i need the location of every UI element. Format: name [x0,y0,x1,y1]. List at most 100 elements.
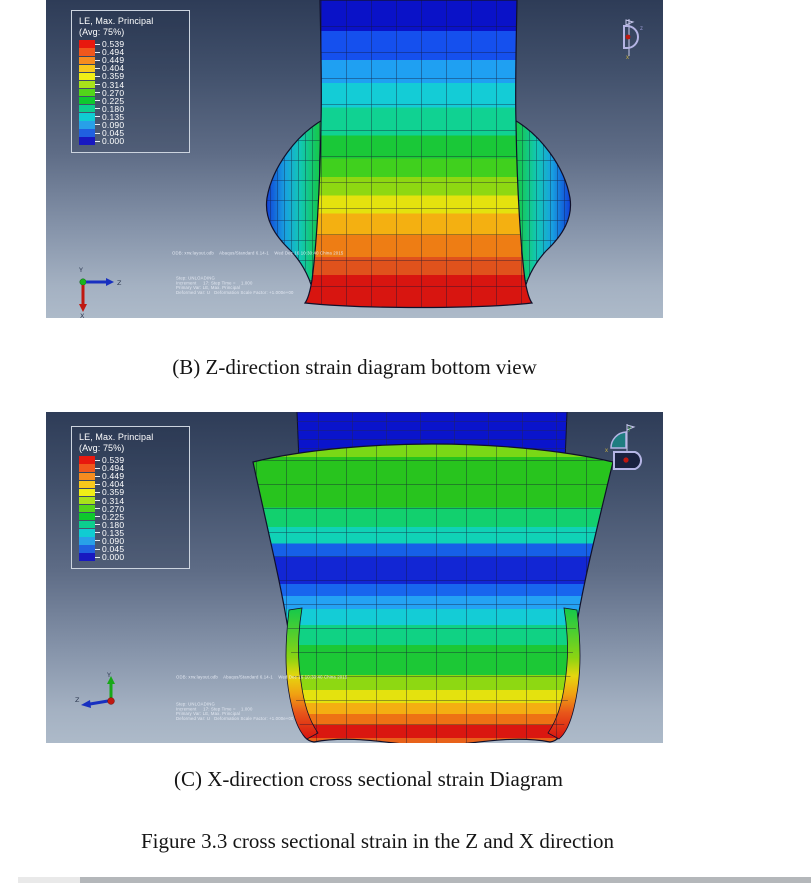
legend-color-swatch [79,464,95,472]
legend-value: 0.225 [102,95,125,106]
legend-value: 0.494 [102,47,125,58]
legend-title: LE, Max. Principal [79,432,154,442]
svg-text:x: x [605,448,608,454]
legend-value: 0.270 [102,503,125,514]
legend-color-swatch [79,64,95,73]
legend-color-swatch [79,472,95,480]
legend-value: 0.494 [102,463,125,474]
legend-value: 0.270 [102,87,125,98]
legend-value: 0.314 [102,495,125,506]
legend-color-swatch [79,137,95,145]
abaqus-viewport-figure-b: LE, Max. Principal (Avg: 75%) 0.539 0.494… [46,0,663,318]
legend-value: 0.225 [102,511,125,522]
legend-value: 0.090 [102,535,125,546]
legend-color-swatch [79,88,95,97]
legend-tick [95,524,100,526]
legend-title: LE, Max. Principal [79,16,154,26]
legend-tick [95,100,100,102]
legend-entry: 0.180 [79,521,183,529]
legend-color-swatch [79,537,95,545]
viewport-state-line: Increment 17: Step Time = 1.000 [176,280,253,287]
legend-value: 0.539 [102,39,125,50]
legend-tick [95,459,100,461]
legend-tick [95,467,100,469]
legend-color-swatch [79,488,95,497]
mesh-overlay-left-wing [266,118,328,298]
figure-b-caption: (B) Z-direction strain diagram bottom vi… [172,355,537,379]
triad-z-label: Z [75,696,80,704]
legend-tick [95,548,100,550]
axis-triad-icon: Y Z X [78,266,122,318]
legend-entry: 0.000 [79,137,183,145]
viewport-state-line: Increment 17: Step Time = 1.000 [176,706,253,713]
legend-color-swatch [79,113,95,121]
legend-subtitle: (Avg: 75%) [79,26,125,37]
legend-entry: 0.404 [79,63,183,74]
legend-scale: 0.539 0.494 0.449 0.404 0.359 0.314 0.270 0.225… [79,40,183,145]
viewport-state-line: Primary Var: LE, Max. Principal [176,711,241,717]
svg-text:x: x [626,55,629,60]
legend-entry: 0.270 [79,503,183,514]
legend-tick [95,108,100,110]
legend-entry: 0.270 [79,87,183,98]
legend-value: 0.000 [102,552,125,563]
legend-entry: 0.539 [79,456,183,464]
mesh-overlay-right-wing [509,118,571,298]
legend-entry: 0.225 [79,95,183,106]
legend-color-swatch [79,80,95,89]
triad-y-label: Y [78,266,83,274]
legend-entry: 0.225 [79,511,183,522]
legend-color-swatch [79,513,95,521]
legend-color-swatch [79,496,95,505]
legend-subtitle: (Avg: 75%) [79,442,125,453]
odb-info-line: ODB: xrw.layout.odb Abaqus/Standard 6.14… [176,675,348,681]
legend-value: 0.404 [102,479,125,490]
legend-entry: 0.359 [79,72,183,81]
legend-entry: 0.404 [79,479,183,490]
legend-tick [95,516,100,518]
legend-entry: 0.449 [79,472,183,480]
legend-value: 0.135 [102,527,125,538]
legend-tick [95,43,100,45]
legend-entry: 0.045 [79,545,183,553]
legend-tick [95,532,100,534]
legend-entry: 0.314 [79,80,183,89]
legend-tick [95,67,100,69]
legend-tick [95,140,100,142]
legend-scale: 0.539 0.494 0.449 0.404 0.359 0.314 0.270 0.225… [79,456,183,561]
legend-value: 0.404 [102,63,125,74]
step-info-block: Step: UNLOADING Increment 17: Step Time =… [176,702,294,722]
triad-x-label: X [80,312,85,318]
mesh-overlay-cross-section [253,444,613,743]
contour-legend: LE, Max. Principal (Avg: 75%) 0.539 0.494… [71,10,190,154]
legend-tick [95,500,100,502]
legend-tick [95,84,100,86]
legend-tick [95,124,100,126]
legend-value: 0.449 [102,471,125,482]
legend-color-swatch [79,72,95,81]
legend-value: 0.180 [102,103,125,114]
figure-number-caption: Figure 3.3 cross sectional strain in the… [141,829,614,853]
legend-value: 0.000 [102,136,125,147]
triad-y-label: Y [106,671,111,679]
legend-color-swatch [79,129,95,137]
legend-value: 0.539 [102,455,125,466]
step-info-block: Step: UNLOADING Increment 17: Step Time =… [176,276,294,296]
legend-color-swatch [79,504,95,513]
legend-tick [95,51,100,53]
legend-entry: 0.539 [79,40,183,48]
legend-color-swatch [79,40,95,48]
next-image-edge-strip [0,877,811,883]
legend-value: 0.045 [102,128,125,139]
view-orientation-compass-icon: z x [623,19,643,60]
legend-tick [95,483,100,485]
legend-value: 0.045 [102,544,125,555]
viewport-state-line: Deformed Var: U Deformation Scale Factor… [176,716,294,722]
view-orientation-compass-icon: x y [605,424,642,470]
mesh-overlay-front-face [305,0,532,308]
odb-info-line: ODB: xrw.layout.odb Abaqus/Standard 6.14… [172,251,344,257]
legend-tick [95,491,100,493]
legend-color-swatch [79,48,95,56]
viewport-state-line: Step: UNLOADING [176,276,215,282]
